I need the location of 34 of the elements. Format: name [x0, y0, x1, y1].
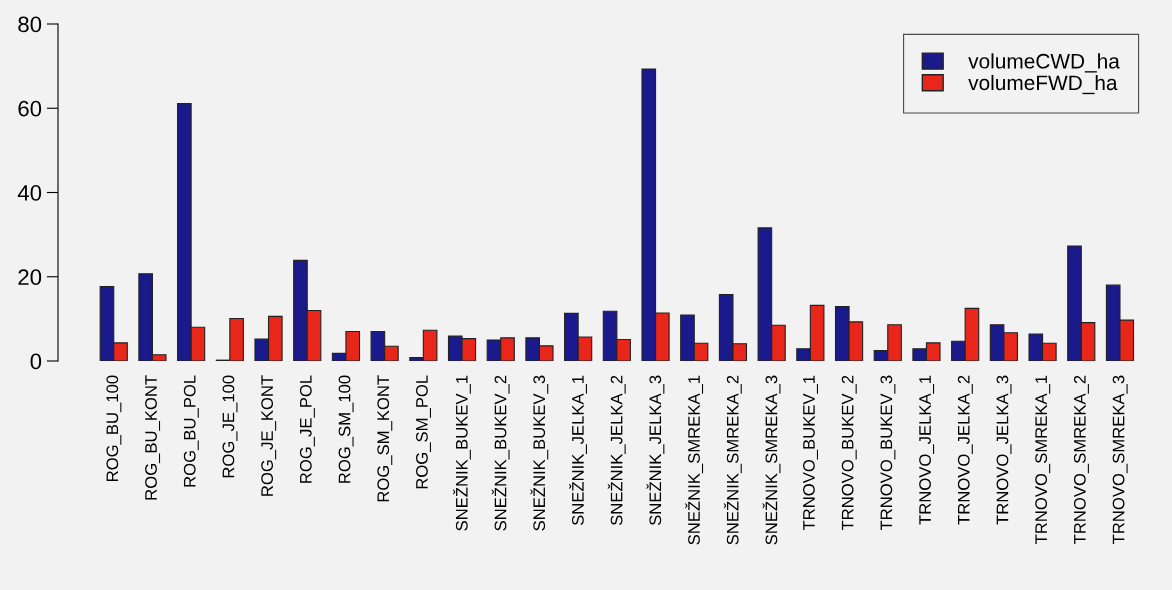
- x-tick-label: TRNOVO_SMREKA_2: [1073, 375, 1089, 544]
- y-tick-label: 20: [18, 269, 42, 286]
- x-tick-label: TRNOVO_BUKEV_3: [880, 375, 896, 531]
- x-tick-label: SNEŽNIK_BUKEV_3: [530, 375, 549, 531]
- legend-label: volumeCWD_ha: [968, 53, 1120, 73]
- x-tick-label: SNEŽNIK_SMREKA_1: [685, 375, 704, 545]
- x-tick-label: TRNOVO_JELKA_1: [919, 375, 935, 525]
- x-tick-label: SNEŽNIK_BUKEV_2: [491, 375, 510, 531]
- x-tick-label: ROG_BU_100: [106, 375, 122, 481]
- x-tick-label: SNEŽNIK_JELKA_1: [569, 375, 587, 526]
- x-tick-label: ROG_JE_POL: [299, 375, 315, 483]
- y-tick-label: 80: [18, 16, 42, 33]
- y-tick-label: 60: [18, 100, 42, 117]
- x-tick-label: ROG_JE_100: [222, 375, 238, 478]
- y-tick-label: 40: [17, 185, 42, 201]
- y-tick-label: 0: [30, 353, 42, 370]
- x-tick-label: TRNOVO_SMREKA_3: [1112, 375, 1128, 544]
- x-tick-label: SNEŽNIK_SMREKA_2: [723, 375, 742, 545]
- x-tick-label: SNEŽNIK_BUKEV_1: [452, 375, 471, 531]
- x-tick-label: TRNOVO_BUKEV_1: [803, 375, 818, 531]
- x-tick-label: TRNOVO_SMREKA_1: [1035, 375, 1051, 544]
- x-tick-label: ROG_BU_KONT: [145, 375, 161, 500]
- x-tick-label: ROG_SM_KONT: [377, 375, 393, 502]
- x-tick-label: ROG_JE_KONT: [261, 375, 277, 496]
- x-tick-label: ROG_SM_100: [338, 375, 354, 483]
- x-tick-label: TRNOVO_JELKA_2: [957, 375, 973, 525]
- x-tick-label: TRNOVO_BUKEV_2: [841, 375, 857, 531]
- x-tick-label: SNEŽNIK_SMREKA_3: [762, 375, 781, 545]
- x-tick-label: ROG_SM_POL: [416, 375, 431, 489]
- x-tick-label: ROG_BU_POL: [183, 375, 199, 487]
- legend-label: volumeFWD_ha: [968, 74, 1118, 95]
- x-tick-label: SNEŽNIK_JELKA_3: [646, 375, 665, 526]
- x-tick-label: TRNOVO_JELKA_3: [996, 375, 1012, 525]
- x-tick-label: SNEŽNIK_JELKA_2: [607, 375, 626, 526]
